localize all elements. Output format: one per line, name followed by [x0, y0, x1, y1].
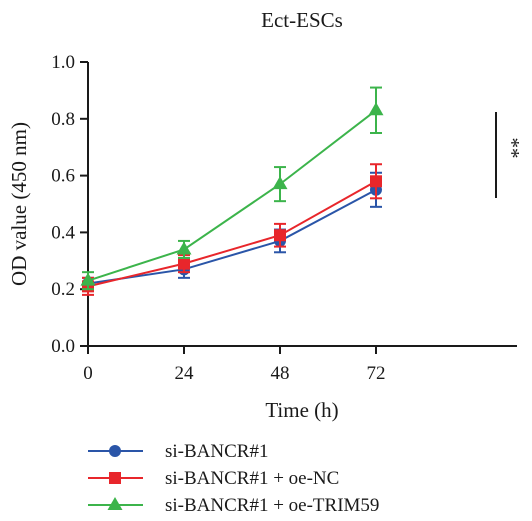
legend-label: si-BANCR#1 + oe-NC [165, 468, 339, 489]
data-point [272, 176, 288, 190]
series-circle [82, 171, 382, 291]
series-layer [80, 86, 384, 296]
legend-marker [109, 472, 121, 484]
data-point [176, 241, 192, 255]
data-point [370, 175, 382, 188]
x-tick-label: 72 [367, 363, 386, 384]
legend-label: si-BANCR#1 [165, 441, 268, 462]
chart-title: Ect-ESCs [261, 8, 343, 32]
data-point [368, 102, 384, 116]
series-line [87, 180, 377, 288]
x-axis-label: Time (h) [265, 398, 338, 422]
y-tick-label: 0.8 [51, 109, 75, 130]
y-ticks: 0.0 0.2 0.4 0.6 0.8 1.0 [51, 52, 88, 357]
legend: si-BANCR#1 si-BANCR#1 + oe-NC si-BANCR#1 +… [88, 441, 379, 516]
y-tick-label: 1.0 [51, 52, 75, 73]
x-tick-label: 48 [271, 363, 290, 384]
series-square [82, 163, 382, 296]
legend-marker [109, 445, 121, 457]
x-ticks: 0 24 48 72 [83, 346, 386, 384]
series-line [87, 188, 377, 285]
x-tick-label: 24 [175, 363, 195, 384]
x-tick-label: 0 [83, 363, 93, 384]
data-point [178, 257, 190, 270]
data-point [274, 229, 286, 242]
series-line [87, 109, 377, 282]
significance-label: ** [500, 138, 524, 159]
series-triangle [80, 86, 384, 291]
y-tick-label: 0.4 [51, 222, 75, 243]
y-tick-label: 0.6 [51, 166, 75, 187]
y-axis-label: OD value (450 nm) [7, 122, 31, 286]
y-tick-label: 0.2 [51, 279, 75, 300]
data-point [80, 272, 96, 286]
legend-label: si-BANCR#1 + oe-TRIM59 [165, 495, 379, 516]
y-tick-label: 0.0 [51, 336, 75, 357]
legend-marker [107, 497, 123, 510]
